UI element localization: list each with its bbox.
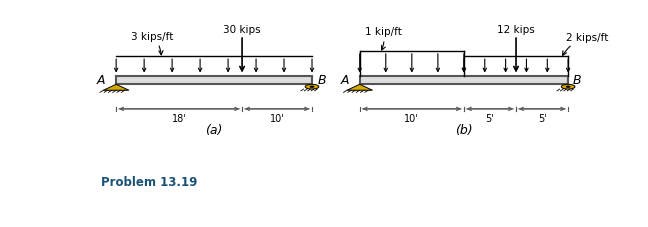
Text: 2 kips/ft: 2 kips/ft <box>562 32 608 56</box>
Polygon shape <box>360 76 568 85</box>
Text: (a): (a) <box>205 123 223 136</box>
Text: 10': 10' <box>270 114 284 124</box>
Text: 5': 5' <box>538 114 546 124</box>
Circle shape <box>566 86 570 88</box>
Text: A: A <box>340 74 349 87</box>
Polygon shape <box>347 85 373 91</box>
Text: 10': 10' <box>404 114 419 124</box>
Circle shape <box>305 85 319 90</box>
Polygon shape <box>116 76 312 85</box>
Text: 30 kips: 30 kips <box>224 25 261 35</box>
Text: Problem 13.19: Problem 13.19 <box>101 175 198 188</box>
Text: A: A <box>97 74 105 87</box>
Text: (b): (b) <box>455 123 473 136</box>
Circle shape <box>310 86 314 88</box>
Text: 18': 18' <box>172 114 187 124</box>
Text: 3 kips/ft: 3 kips/ft <box>131 32 174 56</box>
Text: B: B <box>318 74 327 87</box>
Text: 1 kip/ft: 1 kip/ft <box>365 27 402 51</box>
Text: B: B <box>573 74 582 87</box>
Text: 5': 5' <box>485 114 494 124</box>
Circle shape <box>561 85 575 90</box>
Text: 12 kips: 12 kips <box>497 25 535 35</box>
Polygon shape <box>103 85 129 91</box>
